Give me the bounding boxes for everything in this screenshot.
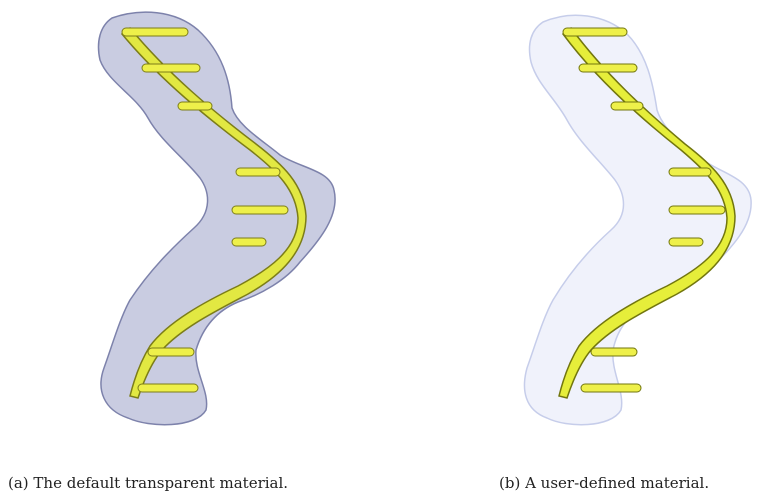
dna-render-default-material [97,11,336,426]
helix-ribbon [558,26,736,399]
molecular-surface [523,14,752,426]
helix-ribbon [120,26,307,399]
base-pairs [562,27,726,393]
figure-panel-b: (b) A user-defined material. [385,0,770,495]
caption-a: (a) The default transparent material. [8,474,289,492]
caption-b: (b) A user-defined material. [499,474,710,492]
figure-panel-a: (a) The default transparent material. [8,11,336,492]
molecular-surface [97,11,336,426]
dna-render-user-material [523,14,752,426]
base-pairs [121,27,289,393]
